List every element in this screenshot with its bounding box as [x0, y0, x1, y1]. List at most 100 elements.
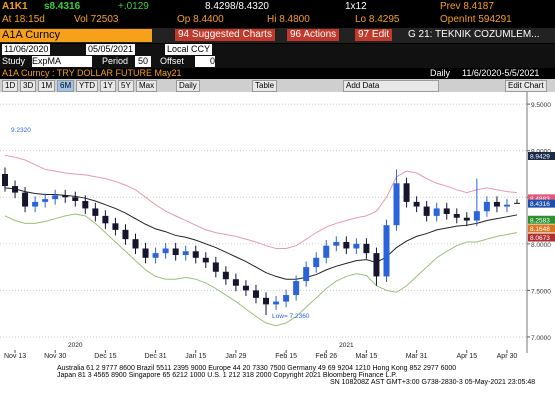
frequency-select[interactable]: Daily	[176, 80, 200, 92]
candle-body	[142, 248, 149, 258]
candle-body	[323, 245, 330, 258]
candle-body	[423, 206, 430, 216]
candle-body	[42, 199, 49, 202]
offset[interactable]: 0	[195, 56, 215, 67]
candle-body	[12, 186, 19, 193]
start-date[interactable]: 11/06/2020	[2, 44, 51, 55]
ticker: A1K1	[2, 1, 28, 12]
candle-body	[483, 201, 490, 212]
candle-body	[433, 208, 440, 216]
period-button[interactable]: 3D	[20, 80, 37, 92]
annotation: Low= 7.2360	[272, 313, 310, 320]
value-tag	[528, 194, 555, 203]
candle-body	[212, 262, 219, 272]
candle-body	[333, 241, 340, 246]
security[interactable]: A1A Curncy	[0, 29, 152, 42]
edit-chart[interactable]: Edit Chart	[505, 80, 547, 92]
x-tick-label: Jan 15	[185, 353, 206, 360]
study-label: Study	[2, 56, 26, 66]
chart: 7.00007.50008.00008.50009.00009.5000Nov …	[0, 92, 555, 362]
value-tag-label: 8.4883	[530, 196, 550, 203]
x-tick-label: Nov 30	[44, 353, 66, 360]
candle-body	[72, 197, 79, 201]
candle-body	[82, 200, 89, 209]
value-tag-label: 8.9429	[530, 153, 550, 160]
end-date[interactable]: 05/05/2021	[86, 44, 136, 55]
volume: Vol 72503	[74, 14, 119, 25]
study-line	[4, 154, 518, 249]
y-tick-label: 7.5000	[531, 288, 551, 295]
study-bar: Study ExpMA Period 50 Offset 0	[0, 56, 555, 68]
menu-item[interactable]: 96 Actions	[287, 29, 340, 41]
y-tick-label: 9.5000	[531, 102, 551, 109]
open-interest: OpenInt 594291	[440, 14, 512, 25]
study-name[interactable]: ExpMA	[32, 56, 92, 67]
x-tick-label: Dec 15	[94, 353, 116, 360]
period-button[interactable]: Max	[136, 80, 158, 92]
add-data[interactable]: Add Data	[343, 80, 439, 92]
candle-body	[232, 279, 239, 286]
value-tag-label: 8.2583	[530, 217, 550, 224]
candle-body	[242, 285, 249, 291]
candle-body	[453, 214, 460, 218]
period-label: Period	[102, 56, 129, 66]
y-tick-label: 7.0000	[531, 335, 551, 342]
candle-body	[353, 243, 360, 249]
time: At 18:15d	[2, 14, 45, 25]
candle-body	[463, 217, 470, 221]
menu-item[interactable]: G 21: TEKNIK COZUMLEM...	[408, 29, 540, 40]
value-tag	[528, 233, 555, 242]
y-tick-label: 8.0000	[531, 242, 551, 249]
candle-body	[22, 192, 29, 207]
change: +.0129	[118, 1, 149, 12]
annotation: 9.2320	[11, 127, 31, 134]
footer-line: Japan 81 3 4565 8900 Singapore 65 6212 1…	[57, 372, 398, 379]
period-button[interactable]: 6M	[57, 80, 75, 92]
period-button[interactable]: 1M	[38, 80, 56, 92]
menu-item[interactable]: 97 Edit	[355, 29, 393, 41]
open: Op 8.4400	[177, 14, 224, 25]
candle-body	[182, 251, 189, 255]
candle-body	[202, 257, 209, 263]
candle-body	[393, 183, 400, 226]
footer-line: Australia 61 2 9777 8600 Brazil 5511 239…	[57, 365, 457, 372]
candle-body	[313, 257, 320, 268]
candle-body	[152, 253, 159, 258]
year-label: 2021	[339, 342, 354, 349]
bid-ask: 8.4298/8.4320	[205, 1, 269, 12]
candle-body	[283, 295, 290, 302]
candle-body	[473, 211, 480, 221]
value-tag	[528, 151, 555, 160]
candle-body	[132, 239, 139, 249]
chart-header: A1A Curncy : TRY DOLLAR FUTURE May21 Dai…	[0, 68, 555, 79]
candle-body	[403, 183, 410, 202]
candle-body	[293, 281, 300, 296]
period-button[interactable]: 5Y	[118, 80, 134, 92]
candle-body	[383, 225, 390, 277]
table-button[interactable]: Table	[252, 80, 278, 92]
x-tick-label: Mar 15	[356, 353, 378, 360]
offset-label: Offset	[160, 56, 184, 66]
prev: Prev 8.4187	[440, 1, 494, 12]
candle-body	[222, 271, 229, 280]
menu-bar: A1A Curncy 94 Suggested Charts 96 Action…	[0, 28, 555, 43]
candle-body	[192, 251, 199, 258]
period[interactable]: 50	[135, 56, 152, 67]
candle-body	[52, 195, 59, 200]
x-tick-label: Apr 15	[456, 353, 477, 360]
menu-item[interactable]: 94 Suggested Charts	[175, 29, 275, 41]
x-tick-label: Apr 30	[497, 353, 518, 360]
candle-body	[503, 204, 510, 207]
period-button[interactable]: YTD	[76, 80, 98, 92]
range-bar: 11/06/2020 05/05/2021 Local CCY	[0, 44, 555, 56]
period-button[interactable]: 1D	[2, 80, 19, 92]
period-button[interactable]: 1Y	[100, 80, 116, 92]
currency[interactable]: Local CCY	[165, 44, 213, 55]
high: Hi 8.4800	[267, 14, 310, 25]
candle-body	[373, 253, 380, 277]
candle-body	[122, 229, 129, 240]
footer-line: SN 108208Z AST GMT+3:00 G738-2830-3 05-M…	[330, 379, 536, 386]
candle-body	[413, 201, 420, 207]
candle-body	[303, 267, 310, 282]
low: Lo 8.4295	[355, 14, 400, 25]
